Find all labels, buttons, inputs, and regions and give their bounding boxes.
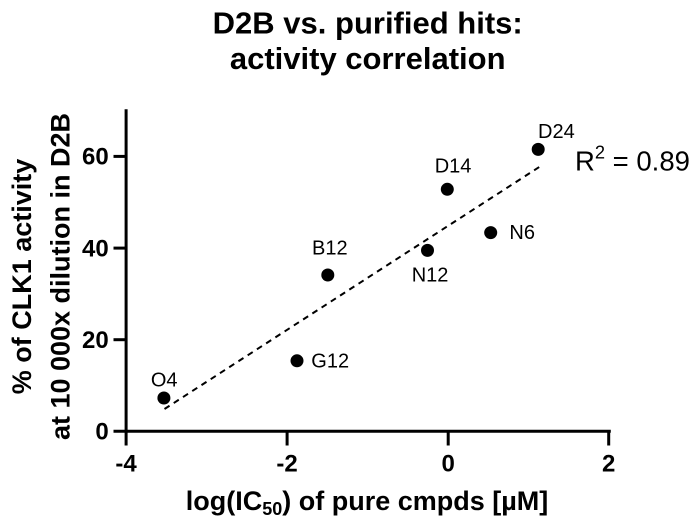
svg-text:20: 20 [82,327,109,354]
svg-text:O4: O4 [151,370,178,392]
svg-text:activity correlation: activity correlation [230,41,506,76]
svg-text:-2: -2 [276,451,297,478]
svg-text:D24: D24 [538,121,575,143]
svg-text:40: 40 [82,235,109,262]
svg-text:0: 0 [95,419,108,446]
svg-text:log(IC50) of pure cmpds [µM]: log(IC50) of pure cmpds [µM] [186,486,549,519]
svg-text:% of CLK1 activity: % of CLK1 activity [7,159,37,395]
svg-text:B12: B12 [312,238,348,260]
svg-text:-4: -4 [115,451,137,478]
svg-text:60: 60 [82,144,109,171]
svg-text:R2 = 0.89: R2 = 0.89 [575,142,690,177]
svg-text:at 10 000x dilution in D2B: at 10 000x dilution in D2B [46,113,76,440]
svg-text:2: 2 [602,451,615,478]
svg-text:D14: D14 [435,155,472,177]
svg-text:D2B vs. purified hits:: D2B vs. purified hits: [213,6,523,41]
svg-text:G12: G12 [311,351,349,373]
svg-text:N12: N12 [412,265,449,287]
svg-text:0: 0 [442,451,455,478]
svg-text:N6: N6 [509,222,535,244]
